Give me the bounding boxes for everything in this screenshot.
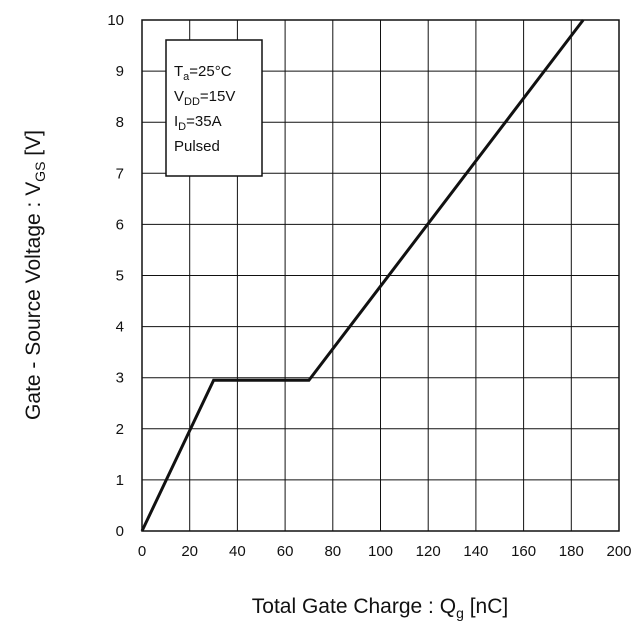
x-axis-label-unit: [nC] [464, 595, 508, 618]
x-axis-label-sub: g [456, 605, 464, 621]
condition-main: Pulsed [174, 138, 220, 155]
condition-sub: D [178, 121, 186, 133]
y-tick-label: 3 [116, 370, 124, 387]
x-axis-label: Total Gate Charge : Qg [nC] [252, 595, 508, 621]
y-tick-label: 8 [116, 114, 124, 131]
y-tick-label: 7 [116, 165, 124, 182]
x-tick-label: 120 [416, 543, 441, 560]
condition-value: =25°C [189, 63, 231, 80]
x-tick-label: 0 [138, 543, 146, 560]
y-tick-label: 0 [116, 523, 124, 540]
y-axis-label-unit: [V] [22, 130, 45, 162]
condition-value: =35A [186, 113, 221, 130]
conditions-box: Ta=25°C VDD=15V ID=35A Pulsed [165, 39, 263, 177]
x-tick-label: 80 [324, 543, 341, 560]
condition-main: I [174, 113, 178, 130]
x-tick-label: 200 [606, 543, 631, 560]
y-axis-label-sub: GS [32, 162, 48, 182]
condition-line: ID=35A [174, 113, 222, 133]
series-lines [140, 19, 585, 532]
conditions-box-frame [165, 39, 263, 177]
x-tick-label: 160 [511, 543, 536, 560]
condition-sub: a [183, 71, 190, 83]
condition-value: =15V [200, 88, 235, 105]
y-tick-labels: 0 1 2 3 4 5 6 7 8 9 10 [107, 12, 124, 540]
y-tick-label: 6 [116, 216, 124, 233]
condition-line: VDD=15V [174, 88, 235, 108]
y-tick-label: 4 [116, 319, 124, 336]
conditions-text: Ta=25°C VDD=15V ID=35A Pulsed [174, 63, 235, 155]
x-axis-label-main: Total Gate Charge : Q [252, 595, 456, 618]
x-tick-label: 60 [277, 543, 294, 560]
y-tick-label: 5 [116, 268, 124, 285]
series-line-0 [140, 19, 585, 532]
y-axis-label-main: Gate - Source Voltage : V [22, 182, 45, 420]
plot-frame [141, 19, 620, 532]
x-tick-label: 100 [368, 543, 393, 560]
y-axis-label: Gate - Source Voltage : VGS [V] [22, 130, 48, 420]
condition-line: Ta=25°C [174, 63, 232, 83]
y-tick-label: 9 [116, 63, 124, 80]
x-tick-label: 180 [559, 543, 584, 560]
condition-main: V [174, 88, 184, 105]
y-tick-label: 1 [116, 472, 124, 489]
y-tick-label: 2 [116, 421, 124, 438]
x-tick-label: 140 [463, 543, 488, 560]
condition-sub: DD [184, 96, 200, 108]
x-tick-label: 40 [229, 543, 246, 560]
condition-main: T [174, 63, 183, 80]
y-tick-label: 10 [107, 12, 124, 29]
x-tick-labels: 0 20 40 60 80 100 120 140 160 180 200 [138, 543, 632, 560]
x-tick-label: 20 [181, 543, 198, 560]
condition-line: Pulsed [174, 138, 220, 155]
